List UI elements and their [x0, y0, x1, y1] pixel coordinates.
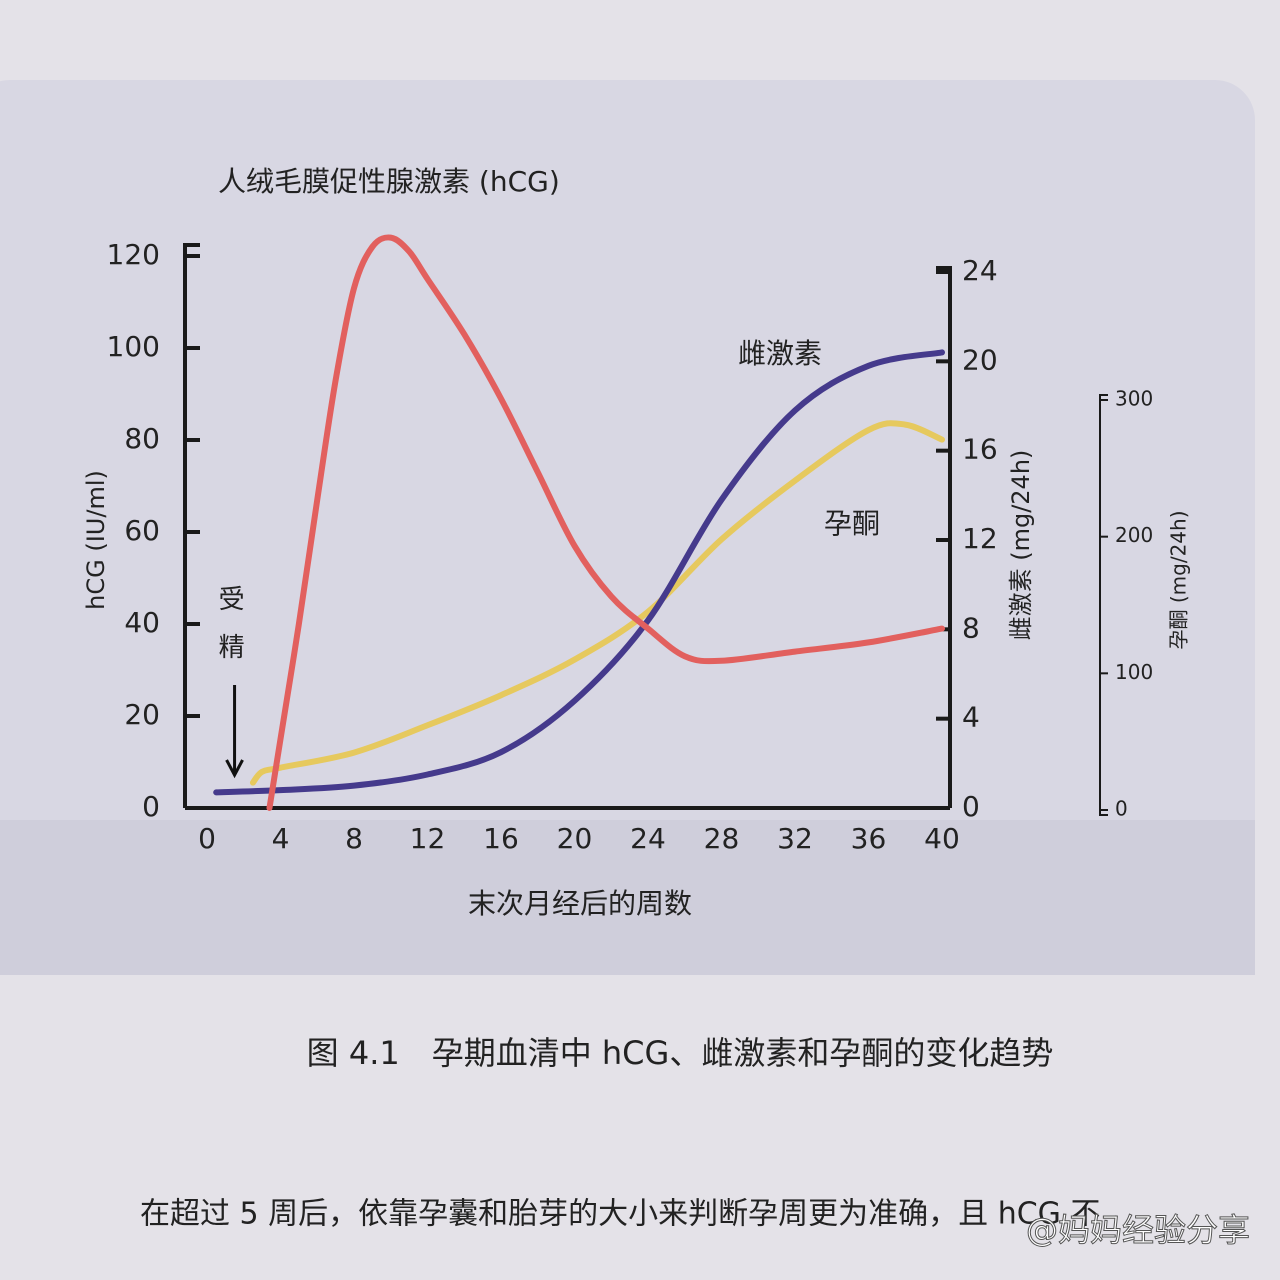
- body-text: 在超过 5 周后，依靠孕囊和胎芽的大小来判断孕周更为准确，且 hCG 不: [140, 1197, 1100, 1232]
- y2-tick-label: 0: [962, 790, 980, 823]
- chart-title: 人绒毛膜促性腺激素 (hCG): [218, 165, 560, 198]
- annotation: 受精: [214, 585, 244, 681]
- x-tick-label: 8: [345, 822, 363, 855]
- y3-axis-label: 孕酮 (mg/24h): [1167, 510, 1191, 649]
- y2-tick-label: 12: [962, 522, 998, 555]
- y3-tick-label: 100: [1115, 660, 1153, 684]
- y2-axis-label: 雌激素 (mg/24h): [1007, 450, 1035, 641]
- y-axis-label: hCG (IU/ml): [82, 470, 110, 610]
- y2-tick-label: 4: [962, 701, 980, 734]
- x-tick-label: 4: [272, 822, 290, 855]
- series-label: 孕酮: [824, 507, 880, 540]
- x-tick-label: 0: [198, 822, 216, 855]
- y2-tick-label: 24: [962, 254, 998, 287]
- y-tick-label: 100: [107, 330, 160, 363]
- y-axis: [183, 243, 200, 808]
- y2-tick-label: 20: [962, 343, 998, 376]
- series-line: [249, 420, 945, 786]
- x-tick-label: 16: [483, 822, 519, 855]
- y3-tick-label: 300: [1115, 387, 1153, 411]
- x-tick-label: 28: [704, 822, 740, 855]
- caption: 图 4.1 孕期血清中 hCG、雌激素和孕酮的变化趋势: [307, 1034, 1054, 1072]
- series-line: [266, 234, 945, 811]
- x-tick-label: 36: [851, 822, 887, 855]
- y-tick-label: 60: [124, 514, 160, 547]
- watermark: @妈妈经验分享: [1026, 1211, 1250, 1249]
- x-tick-label: 12: [410, 822, 446, 855]
- y2-tick-label: 8: [962, 611, 980, 644]
- annotation-arrow: [225, 685, 244, 779]
- y2-tick-label: 16: [962, 433, 998, 466]
- x-tick-label: 40: [924, 822, 960, 855]
- y-tick-label: 80: [124, 422, 160, 455]
- y3-tick-label: 200: [1115, 523, 1153, 547]
- figure-panel: [0, 80, 1255, 975]
- y3-tick-label: 0: [1115, 797, 1128, 821]
- panel-band: [0, 820, 1255, 975]
- y-tick-label: 120: [107, 238, 160, 271]
- y-tick-label: 40: [124, 606, 160, 639]
- series-line: [213, 349, 945, 796]
- x-tick-label: 24: [630, 822, 666, 855]
- y-tick-label: 20: [124, 698, 160, 731]
- x-tick-label: 32: [777, 822, 813, 855]
- y3-axis: [1099, 394, 1108, 816]
- x-axis-label: 末次月经后的周数: [468, 887, 692, 920]
- x-tick-label: 20: [557, 822, 593, 855]
- y-tick-label: 0: [142, 790, 160, 823]
- series-label: 雌激素: [738, 337, 822, 370]
